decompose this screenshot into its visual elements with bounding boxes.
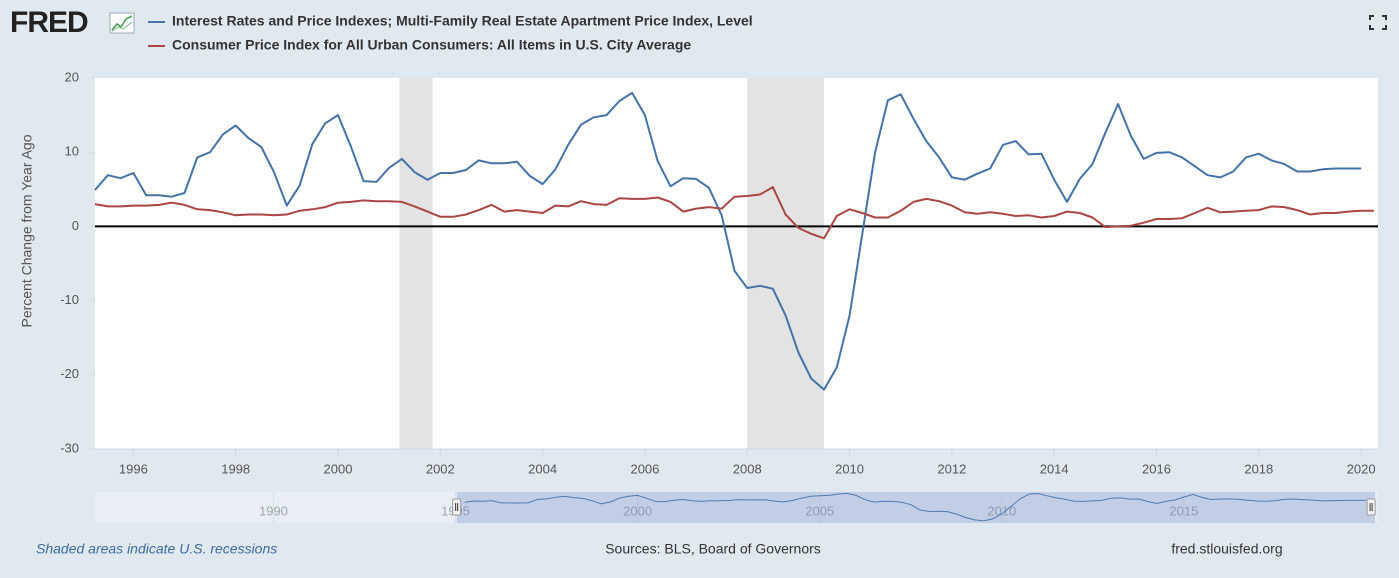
legend-label: Interest Rates and Price Indexes; Multi-… [172,13,753,29]
x-tick-label: 2006 [630,461,659,476]
navigator-tick-label: 2000 [623,503,652,518]
fullscreen-icon[interactable] [1369,15,1387,30]
y-tick-label: -30 [60,440,79,455]
logo: FRED [10,6,88,39]
navigator-tick-label: 2015 [1169,503,1198,518]
x-tick-label: 1998 [221,461,250,476]
x-tick-label: 2018 [1244,461,1273,476]
y-tick-label: 20 [65,69,79,84]
recession-note: Shaded areas indicate U.S. recessions [36,541,277,557]
navigator-tick-label: 2010 [987,503,1016,518]
recession-band [399,78,433,449]
x-tick-label: 2012 [937,461,966,476]
x-tick-label: 2002 [426,461,455,476]
x-tick-label: 2004 [528,461,557,476]
x-tick-label: 2016 [1142,461,1171,476]
y-tick-label: -10 [60,292,79,307]
navigator-bg [95,492,1378,523]
logo-icon [109,12,135,34]
navigator-handle [1366,498,1376,516]
x-tick-label: 2008 [733,461,762,476]
series-line [94,186,1374,240]
x-tick-label: 1996 [119,461,148,476]
site-link[interactable]: fred.stlouisfed.org [1171,541,1282,557]
sources: Sources: BLS, Board of Governors [605,541,821,557]
y-tick-label: 10 [65,144,79,159]
recession-band [747,78,824,449]
series-line [94,91,1362,391]
plot-area [95,78,1378,449]
legend-label: Consumer Price Index for All Urban Consu… [172,37,691,53]
y-tick-label: -20 [60,366,79,381]
x-tick-label: 2010 [835,461,864,476]
y-tick-label: 0 [72,218,79,233]
x-tick-label: 2020 [1347,461,1376,476]
navigator-tick-label: 1990 [259,503,288,518]
navigator-handle [452,498,462,516]
navigator-series [464,492,1366,522]
x-tick-label: 2000 [324,461,353,476]
y-axis-label: Percent Change from Year Ago [19,134,35,327]
navigator-tick-label: 2005 [805,503,834,518]
x-tick-label: 2014 [1040,461,1069,476]
